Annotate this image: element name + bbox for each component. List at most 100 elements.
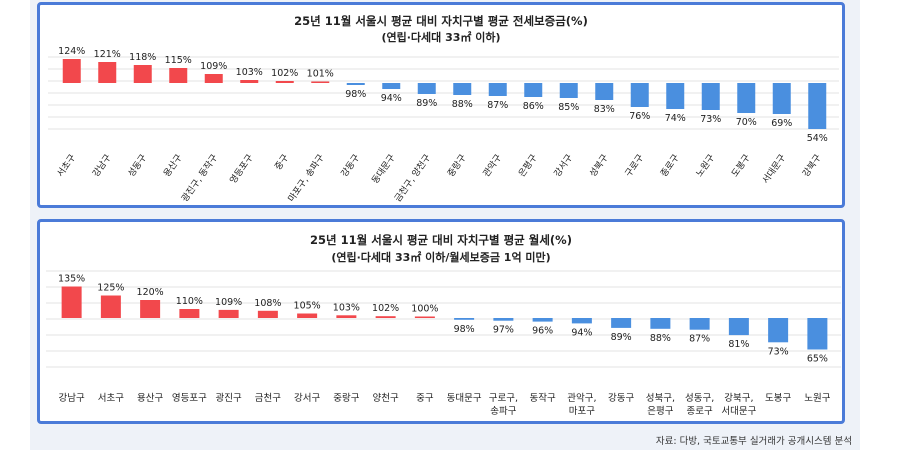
bar xyxy=(453,83,472,95)
data-label: 73% xyxy=(700,114,721,125)
data-label: 100% xyxy=(411,304,438,315)
bar xyxy=(689,318,710,330)
data-label: 118% xyxy=(129,52,156,63)
bar xyxy=(414,316,435,318)
bar xyxy=(218,309,239,318)
data-label: 125% xyxy=(97,283,124,294)
data-label: 88% xyxy=(452,99,473,110)
data-label: 110% xyxy=(176,296,203,307)
category-label: 광진구, 동작구 xyxy=(179,152,221,204)
data-label: 87% xyxy=(487,100,508,111)
chart-subtitle: (연립·다세대 33㎡ 이하) xyxy=(381,31,501,44)
bar xyxy=(346,83,365,85)
category-label: 도봉구 xyxy=(765,393,791,404)
bar xyxy=(62,59,81,83)
bar xyxy=(61,286,82,318)
bar xyxy=(98,62,117,83)
data-label: 103% xyxy=(236,67,263,78)
category-label: 강동구 xyxy=(608,393,634,404)
category-label: 구로구, 송파구 xyxy=(489,393,518,417)
category-label: 동작구 xyxy=(530,393,556,404)
jeonse-chart-panel: 25년 11월 서울시 평균 대비 자치구별 평균 전세보증금(%) (연립·다… xyxy=(37,2,845,208)
data-label: 76% xyxy=(629,111,650,122)
data-label: 98% xyxy=(454,324,475,335)
category-label: 용산구 xyxy=(137,393,163,404)
bar xyxy=(297,313,318,318)
chart-subtitle: (연립·다세대 33㎡ 이하/월세보증금 1억 미만) xyxy=(331,251,551,264)
bar xyxy=(417,83,436,94)
wolse-bar-chart: 135% 강남구 125% 서초구 120% 용산구 110% 영등포구 109% 광진구 108%… xyxy=(46,270,841,417)
bar xyxy=(768,318,789,343)
bar xyxy=(571,318,592,324)
data-label: 102% xyxy=(372,303,399,314)
data-label: 54% xyxy=(807,133,828,144)
chart-title: 25년 11월 서울시 평균 대비 자치구별 평균 월세(%) xyxy=(310,233,572,247)
data-label: 120% xyxy=(137,287,164,298)
jeonse-bar-chart: 124% 서초구 121% 강남구 118% 성동구 115% 용산구 109% 광진구, 동작구… xyxy=(48,46,839,204)
data-label: 135% xyxy=(58,274,85,285)
category-label: 서대문구 xyxy=(760,152,788,185)
bar xyxy=(100,295,121,318)
category-label: 강서구 xyxy=(294,393,320,404)
data-label: 115% xyxy=(165,55,192,66)
category-label: 성북구 xyxy=(587,152,610,179)
bar xyxy=(737,83,756,113)
data-label: 74% xyxy=(665,113,686,124)
data-label: 88% xyxy=(650,333,671,344)
bar xyxy=(666,83,685,109)
category-label: 영등포구 xyxy=(172,393,207,404)
bar xyxy=(375,316,396,318)
chart-title: 25년 11월 서울시 평균 대비 자치구별 평균 전세보증금(%) xyxy=(294,14,588,28)
category-label: 강서구 xyxy=(552,152,575,179)
bar xyxy=(559,83,578,98)
bar xyxy=(169,68,188,83)
bar xyxy=(257,310,278,318)
category-label: 노원구 xyxy=(804,393,830,404)
bar xyxy=(650,318,671,329)
category-label: 동대문구 xyxy=(370,152,398,185)
data-label: 103% xyxy=(333,302,360,313)
data-label: 94% xyxy=(381,93,402,104)
bar xyxy=(204,74,223,83)
category-label: 서초구 xyxy=(55,152,78,179)
bar xyxy=(382,83,401,89)
category-label: 강북구 xyxy=(800,152,823,179)
data-label: 98% xyxy=(345,89,366,100)
bar xyxy=(611,318,632,328)
bar xyxy=(488,83,507,96)
category-label: 성동구 xyxy=(126,152,149,179)
data-label: 102% xyxy=(271,68,298,79)
bar xyxy=(701,83,720,110)
bar xyxy=(807,318,828,350)
category-label: 노원구 xyxy=(694,152,717,179)
data-label: 85% xyxy=(558,102,579,113)
category-label: 성동구, 종로구 xyxy=(685,393,714,417)
bar xyxy=(493,318,514,321)
data-label: 124% xyxy=(58,46,85,57)
data-label: 86% xyxy=(523,101,544,112)
bar xyxy=(275,81,294,83)
data-label: 97% xyxy=(493,325,514,336)
wolse-chart-panel: 25년 11월 서울시 평균 대비 자치구별 평균 월세(%) (연립·다세대 … xyxy=(37,219,845,424)
bar xyxy=(524,83,543,97)
bar xyxy=(133,65,152,83)
data-label: 96% xyxy=(532,326,553,337)
data-label: 109% xyxy=(215,297,242,308)
data-label: 81% xyxy=(728,339,749,350)
bar xyxy=(532,318,553,322)
category-label: 중구 xyxy=(416,393,434,404)
category-label: 강남구 xyxy=(90,152,113,179)
data-label: 101% xyxy=(307,69,334,80)
category-label: 강동구 xyxy=(339,152,362,179)
category-label: 금천구, 양천구 xyxy=(392,152,433,204)
category-label: 영등포구 xyxy=(228,152,256,185)
bar xyxy=(808,83,827,129)
category-label: 양천구 xyxy=(373,393,399,404)
category-label: 금천구 xyxy=(255,393,281,404)
data-label: 89% xyxy=(416,98,437,109)
bar xyxy=(336,315,357,318)
data-label: 70% xyxy=(736,117,757,128)
category-label: 중랑구 xyxy=(445,152,469,179)
data-label: 105% xyxy=(294,301,321,312)
bar xyxy=(630,83,649,107)
